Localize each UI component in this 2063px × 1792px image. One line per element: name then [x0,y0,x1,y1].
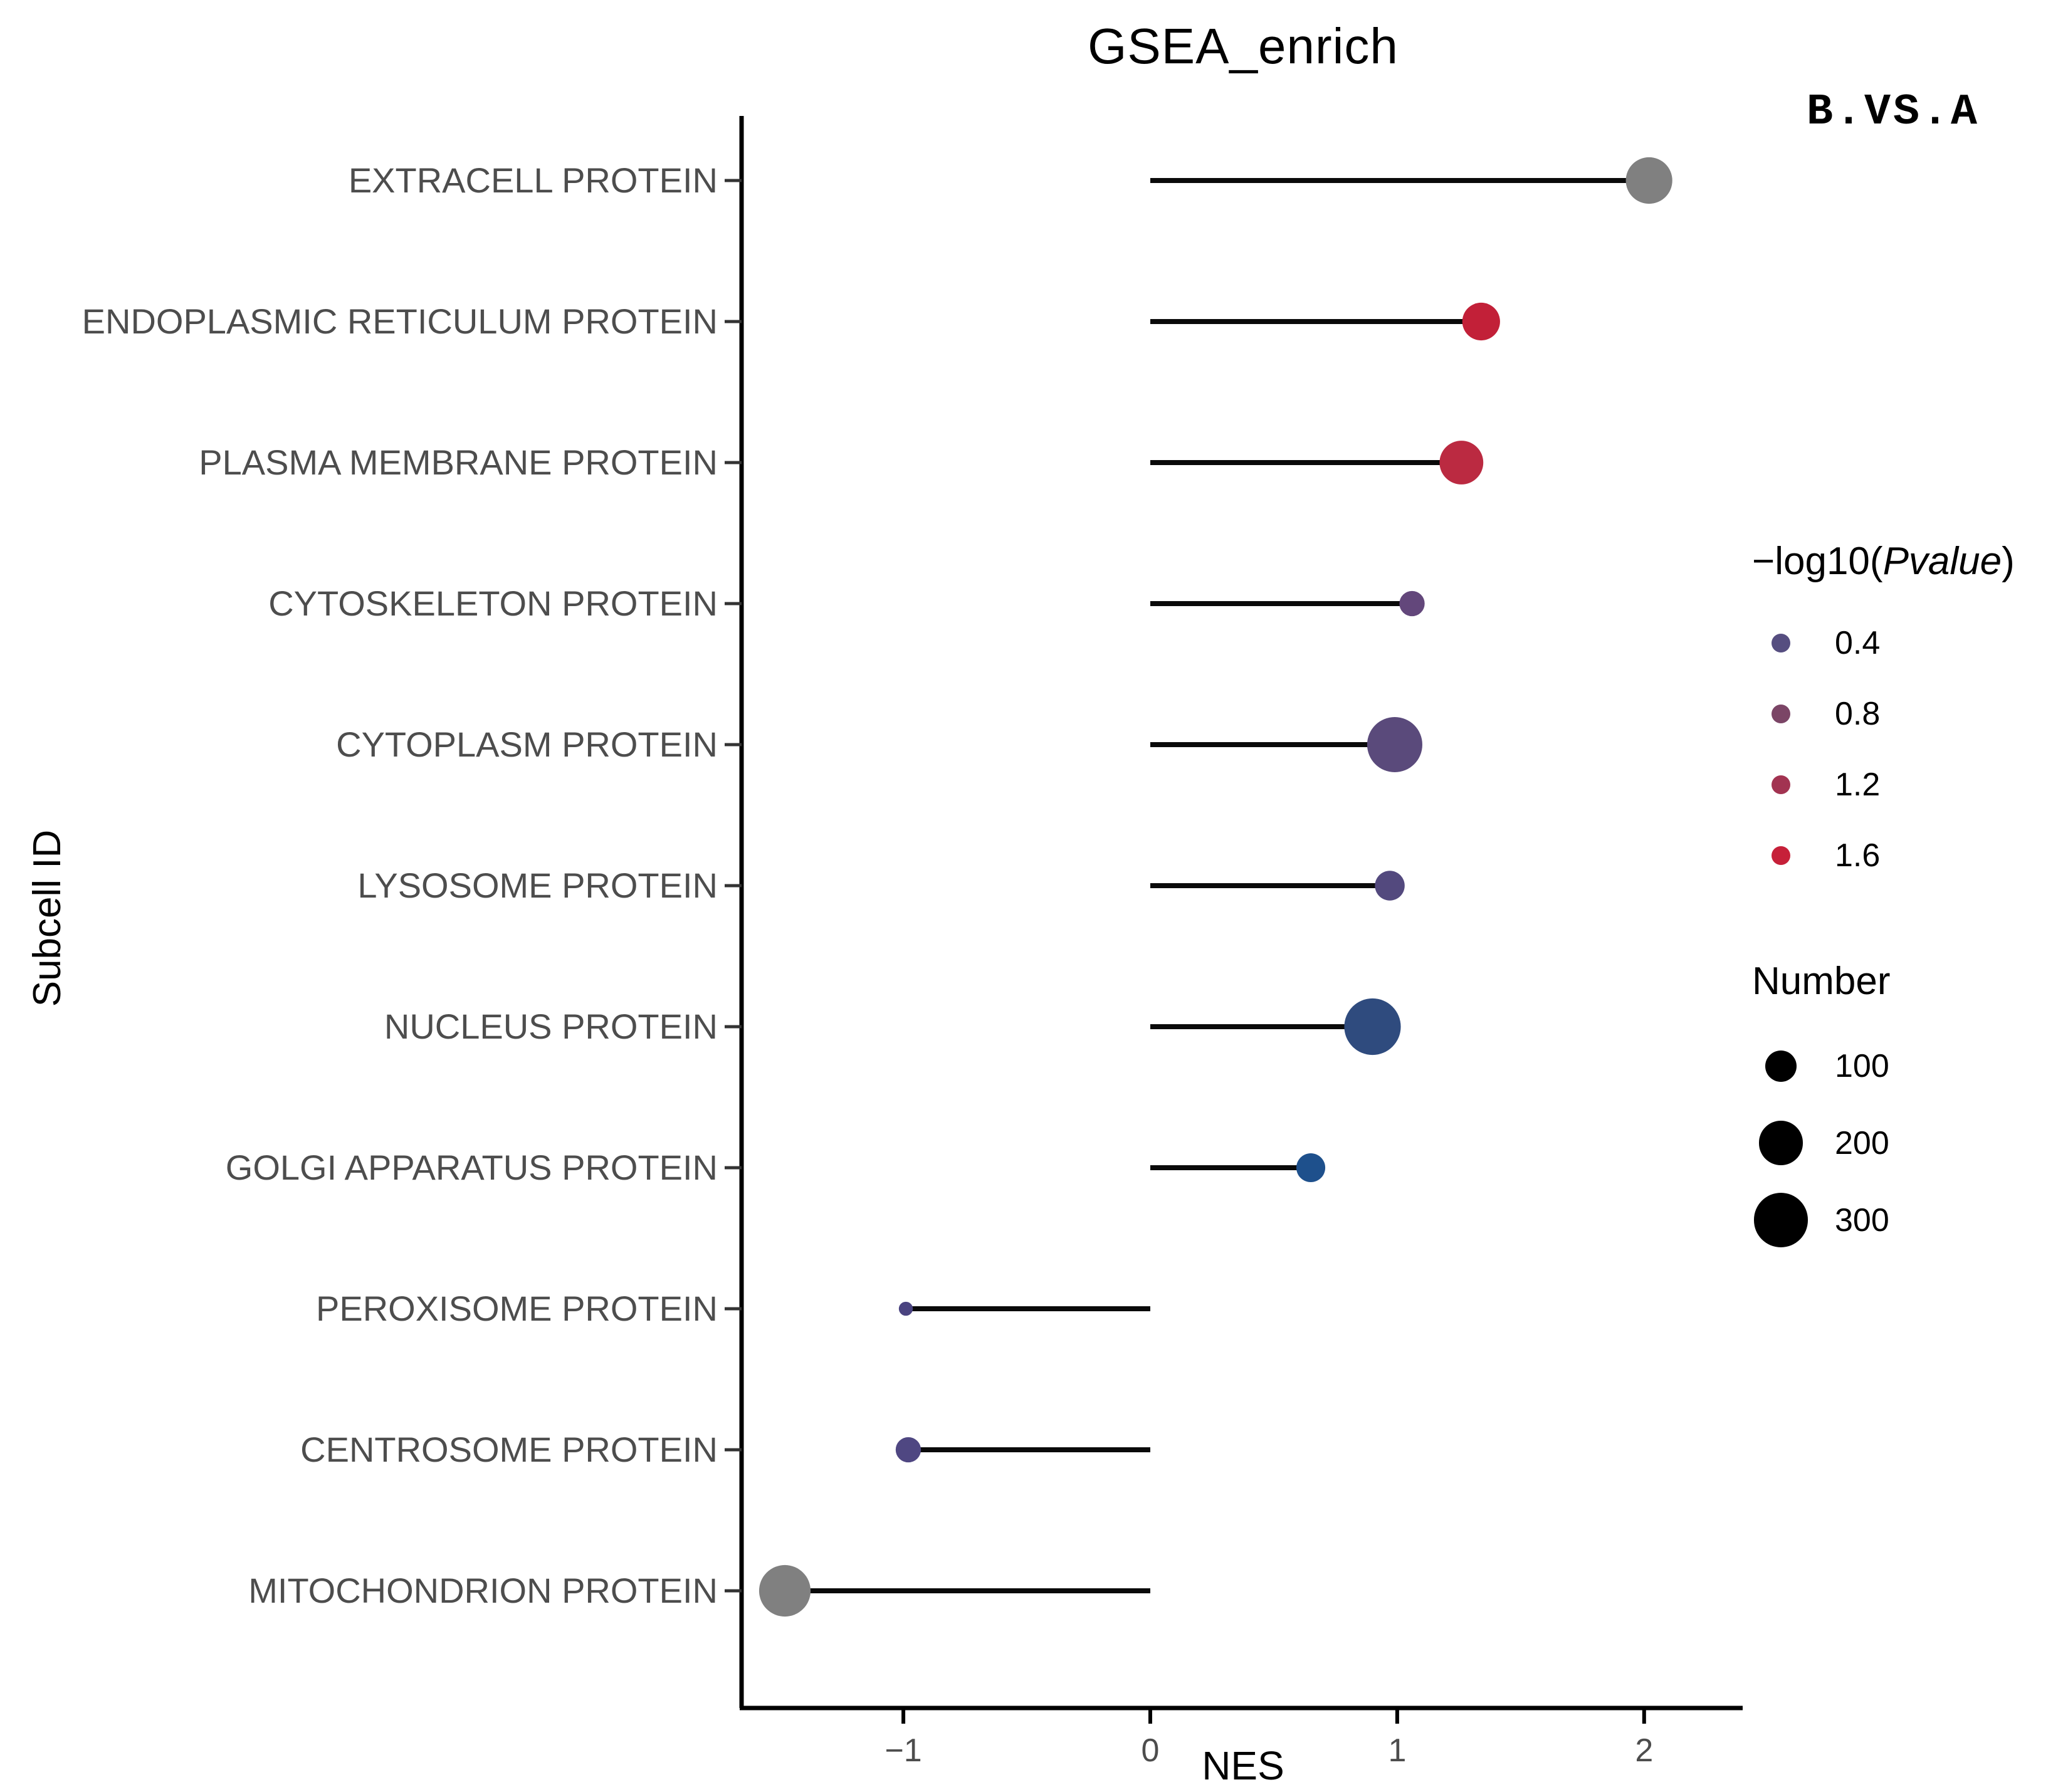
number-legend-item[interactable]: 200 [1752,1104,2063,1182]
lollipop-dot[interactable] [1375,871,1405,901]
pvalue-legend-item[interactable]: 0.4 [1752,607,2063,678]
pvalue-legend: −log10(Pvalue) 0.4 0.8 1.2 1.6 [1752,539,2063,891]
pvalue-legend-items: 0.4 0.8 1.2 1.6 [1752,607,2063,891]
number-legend-title: Number [1752,960,1891,1003]
x-tick-label: 1 [1388,1732,1406,1769]
y-category-label: CENTROSOME PROTEIN [300,1430,718,1469]
number-dot-icon [1753,1193,1808,1247]
comparison-label: B.VS.A [1806,88,1980,137]
pvalue-dot-icon [1772,846,1790,865]
pvalue-legend-value: 1.6 [1835,837,1881,874]
y-category-label: GOLGI APPARATUS PROTEIN [226,1148,718,1187]
y-category-label: NUCLEUS PROTEIN [384,1007,718,1046]
y-category-label: PEROXISOME PROTEIN [316,1289,718,1328]
x-tick-label: −1 [885,1732,921,1769]
pvalue-legend-title: −log10(Pvalue) [1752,539,2063,584]
number-legend: Number 100 200 300 [1752,959,2063,1259]
y-category-label: PLASMA MEMBRANE PROTEIN [199,443,718,482]
pvalue-legend-dot-icon [1752,704,1810,723]
number-legend-item[interactable]: 100 [1752,1027,2063,1104]
number-legend-value: 200 [1835,1124,1889,1161]
chart-title: GSEA_enrich [1088,18,1399,74]
lollipop-dot[interactable] [1344,998,1401,1056]
lollipop-dot[interactable] [1367,716,1422,773]
pvalue-legend-dot-icon [1752,775,1810,794]
y-category-label: EXTRACELL PROTEIN [349,160,718,200]
number-legend-value: 100 [1835,1047,1889,1084]
pvalue-dot-icon [1772,775,1790,794]
lollipop-dot[interactable] [1462,302,1500,341]
x-axis-title: NES [1202,1743,1284,1788]
y-axis-title: Subcell ID [25,829,69,1007]
pvalue-legend-value: 1.2 [1835,766,1881,803]
pvalue-dot-icon [1772,633,1790,652]
number-legend-dot-icon [1752,1193,1810,1247]
lollipop-dot[interactable] [759,1564,811,1617]
number-legend-items: 100 200 300 [1752,1027,2063,1259]
pvalue-legend-item[interactable]: 1.6 [1752,820,2063,891]
pvalue-legend-dot-icon [1752,846,1810,865]
lollipop-dot[interactable] [895,1437,921,1463]
pvalue-legend-item[interactable]: 1.2 [1752,749,2063,820]
pvalue-legend-value: 0.4 [1835,624,1881,661]
pvalue-legend-item[interactable]: 0.8 [1752,678,2063,749]
number-legend-dot-icon [1752,1121,1810,1165]
pvalue-legend-title-prefix: −log10( [1752,540,1883,583]
number-dot-icon [1765,1050,1797,1082]
y-category-label: CYTOPLASM PROTEIN [336,725,718,764]
pvalue-legend-value: 0.8 [1835,695,1881,732]
y-category-label: MITOCHONDRION PROTEIN [248,1571,718,1610]
y-category-label: CYTOSKELETON PROTEIN [268,584,718,623]
number-dot-icon [1758,1121,1803,1165]
lollipop-dot[interactable] [1296,1153,1326,1183]
y-category-label: LYSOSOME PROTEIN [357,866,718,905]
x-tick-label: 0 [1142,1732,1160,1769]
lollipop-dot[interactable] [898,1301,913,1316]
lollipop-dot[interactable] [1399,590,1425,617]
lollipop-dot[interactable] [1439,441,1484,485]
y-category-label: ENDOPLASMIC RETICULUM PROTEIN [82,301,718,341]
x-tick-label: 2 [1635,1732,1653,1769]
pvalue-legend-title-italic: Pvalue [1882,540,2002,583]
pvalue-legend-dot-icon [1752,633,1810,652]
lollipop-dot[interactable] [1625,157,1672,204]
pvalue-legend-title-suffix: ) [2002,540,2015,583]
number-legend-value: 300 [1835,1202,1889,1239]
number-legend-dot-icon [1752,1050,1810,1082]
number-legend-item[interactable]: 300 [1752,1182,2063,1259]
pvalue-dot-icon [1772,704,1790,723]
